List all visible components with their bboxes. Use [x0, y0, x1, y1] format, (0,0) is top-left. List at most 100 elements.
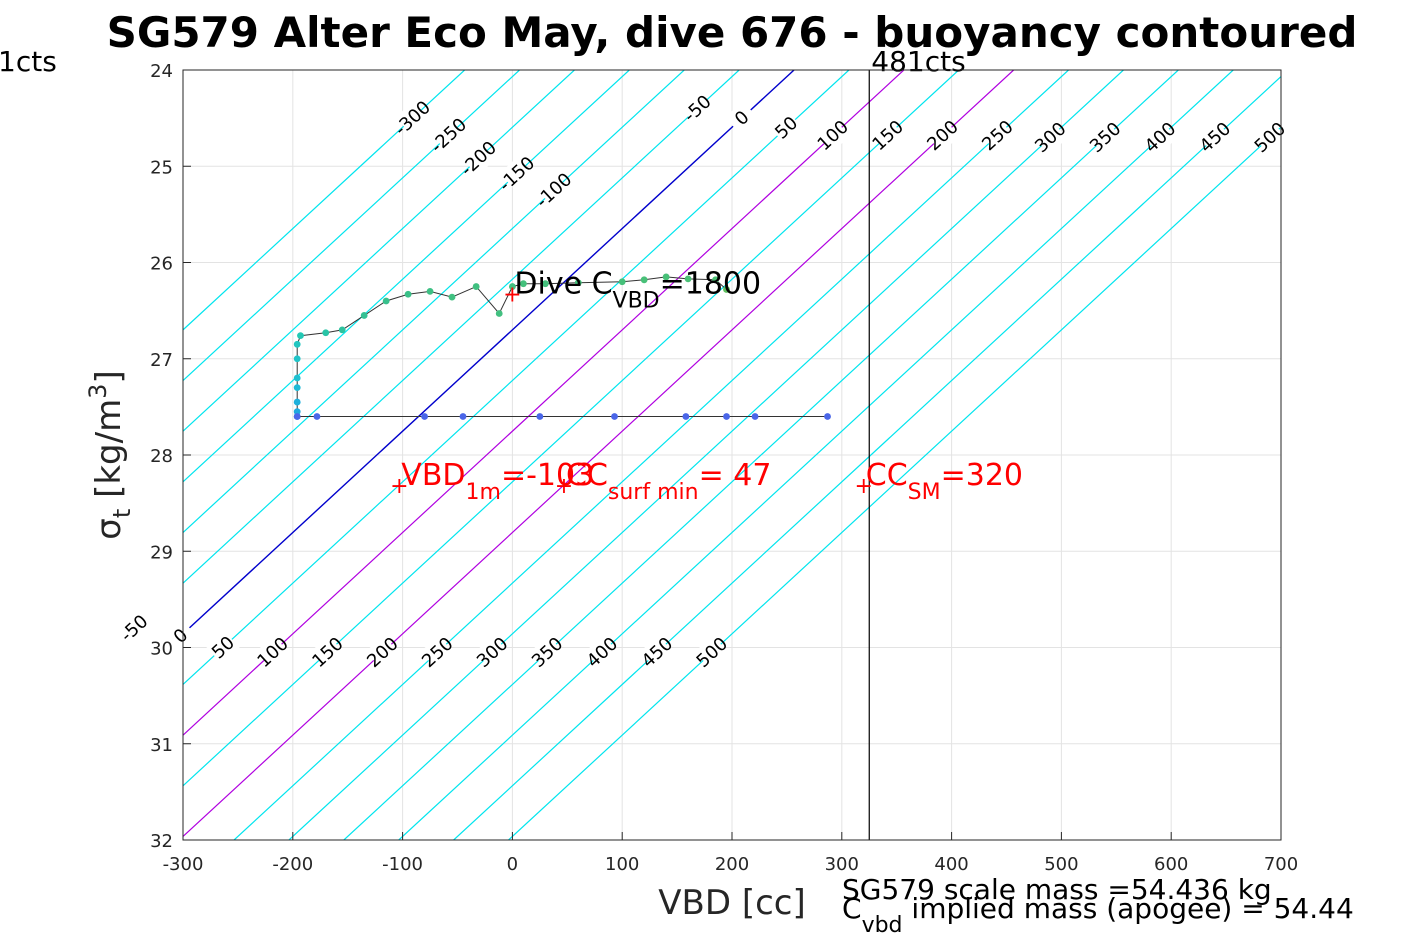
- contour-label-bg: [117, 611, 152, 646]
- annotation-main: CC: [866, 458, 908, 493]
- contour-line: [183, 70, 960, 787]
- contour-line: [233, 70, 1069, 840]
- annotation-sub: 1m: [466, 480, 501, 505]
- profile-point: [824, 413, 831, 420]
- annotation-main: CC: [566, 458, 608, 493]
- contour-line: [453, 75, 1281, 840]
- x-tick-label: 500: [1044, 854, 1078, 875]
- footer-line-1: SG579 scale mass =54.436 kg: [842, 873, 1272, 906]
- contour-label-bg: [1253, 120, 1287, 155]
- contour-label-bg: [395, 101, 430, 136]
- descent-point: [293, 408, 301, 416]
- annotation: CCSM=320: [866, 458, 1023, 505]
- annotation-sub: SM: [908, 480, 941, 505]
- contour-label-bg: [980, 118, 1015, 153]
- y-axis-label-sub: t: [108, 509, 136, 518]
- contour-label-bg: [815, 118, 850, 153]
- x-tick-label: 0: [507, 854, 518, 875]
- x-ticks: -300 -200 -100 0 100 200 300 400 500 600 700: [163, 832, 1298, 875]
- contour-label-bg: [475, 635, 510, 670]
- profile-point: [611, 413, 618, 420]
- annotation: Dive CVBD=1800: [514, 266, 761, 313]
- contour-label-bg: [695, 635, 729, 670]
- descent-point: [360, 312, 368, 319]
- x-tick-label: -300: [163, 854, 204, 875]
- annotations: +Dive CVBD=1800+VBD1m=-103+CCsurf min= 4…: [390, 266, 1023, 505]
- annotation-sub: surf min: [608, 480, 699, 505]
- contour-label-bg: [431, 118, 466, 153]
- data-series: [293, 273, 831, 560]
- profile-point: [459, 413, 467, 420]
- descent-point: [448, 293, 456, 301]
- contour-line: [183, 70, 520, 382]
- profile-point: [682, 413, 690, 420]
- y-tick-label: 32: [150, 831, 173, 852]
- contour-label-bg: [724, 101, 759, 136]
- annotation-main: VBD: [401, 458, 465, 493]
- annotation: CCsurf min= 47: [566, 458, 771, 505]
- descent-point: [293, 355, 301, 363]
- profile-point: [313, 413, 321, 420]
- annotation-tail: =1800: [660, 266, 761, 301]
- y-tick-label: 29: [150, 542, 173, 563]
- descent-point: [293, 374, 301, 382]
- y-axis-label-sup: 3: [84, 384, 112, 399]
- contour-line: [343, 70, 1179, 840]
- descent-point: [712, 276, 719, 284]
- contour-label-bg: [365, 635, 400, 670]
- contour-label-bg: [640, 635, 675, 670]
- descent-point: [293, 340, 301, 348]
- contour-label-bg: [769, 110, 804, 145]
- contour-label-bg: [1033, 120, 1068, 155]
- descent-point: [541, 280, 549, 288]
- descent-point: [297, 332, 304, 340]
- contour-label-bg: [680, 91, 715, 126]
- x-tick-label: 700: [1264, 854, 1298, 875]
- descent-point: [662, 273, 670, 281]
- x-axis-label: VBD [cc]: [658, 883, 806, 923]
- annotation-tail: =320: [941, 458, 1023, 493]
- footer-line-2-main: C: [842, 892, 862, 925]
- x-tick-label: 600: [1154, 854, 1188, 875]
- y-axis-label-main: σ: [89, 518, 129, 540]
- annotation-marker: +: [390, 474, 408, 499]
- x-tick-label: 100: [605, 854, 639, 875]
- contour-label-bg: [1198, 120, 1233, 155]
- contour-line: [288, 70, 1124, 840]
- descent-point: [640, 276, 648, 284]
- y-tick-label: 27: [150, 350, 173, 371]
- contour-label-bg: [530, 635, 565, 670]
- y-tick-label: 26: [150, 254, 173, 275]
- descent-point: [382, 297, 390, 305]
- contour-line: [183, 70, 575, 433]
- descent-point: [293, 384, 301, 392]
- descent-point: [472, 283, 480, 290]
- descent-point: [684, 275, 692, 283]
- y-axis-label: σt [kg/m3]: [84, 370, 136, 539]
- annotation-marker: +: [503, 282, 521, 307]
- contour-label-bg: [206, 630, 241, 665]
- contour-label-bg: [1143, 120, 1178, 155]
- profile-point: [536, 413, 544, 420]
- annotation-sub: VBD: [613, 288, 660, 313]
- x-tick-label: -100: [382, 854, 423, 875]
- annotation-tail: = 47: [699, 458, 772, 493]
- y-tick-label: 31: [150, 735, 173, 756]
- contour-label-bg: [870, 118, 905, 153]
- contour-label-bg: [255, 635, 290, 670]
- annotation-marker: +: [555, 474, 573, 499]
- y-tick-label: 25: [150, 157, 173, 178]
- y-tick-label: 24: [150, 61, 173, 82]
- descent-point: [404, 290, 412, 298]
- descent-point: [338, 326, 346, 334]
- profile-point: [293, 413, 301, 420]
- descent-point: [322, 329, 330, 337]
- descent-point: [293, 398, 301, 406]
- contour-label-bg: [310, 635, 345, 670]
- contour-label: -50: [117, 611, 153, 646]
- y-tick-label: 30: [150, 639, 173, 660]
- x-tick-label: -200: [272, 854, 313, 875]
- contour-label-bg: [536, 173, 571, 208]
- contour-line: [183, 70, 1015, 838]
